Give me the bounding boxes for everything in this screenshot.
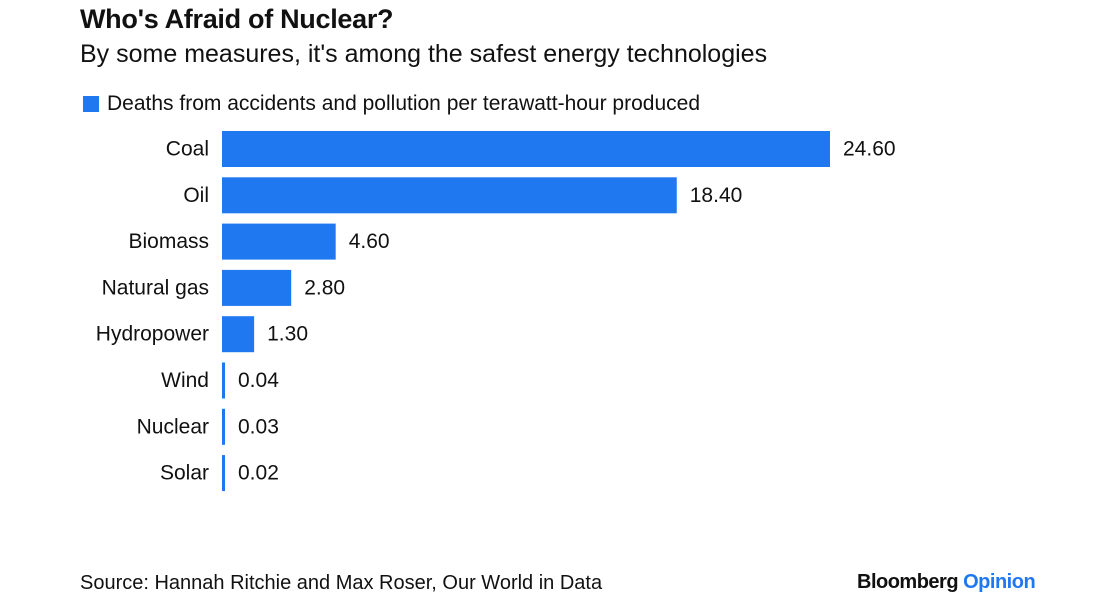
bar-biomass xyxy=(222,223,336,260)
brand-bloomberg: Bloomberg xyxy=(857,571,959,593)
category-label: Hydropower xyxy=(96,323,209,346)
category-label: Wind xyxy=(161,369,209,392)
bar-hydropower xyxy=(222,316,255,353)
legend-label: Deaths from accidents and pollution per … xyxy=(107,92,701,115)
value-label: 0.02 xyxy=(238,462,279,485)
value-label: 2.80 xyxy=(304,276,345,299)
category-label: Coal xyxy=(166,138,209,161)
bar-solar xyxy=(222,455,225,492)
legend-swatch xyxy=(83,96,99,112)
category-label: Oil xyxy=(183,184,209,207)
bar-nuclear xyxy=(222,408,225,445)
brand-logo: Bloomberg Opinion xyxy=(857,571,1036,594)
category-label: Nuclear xyxy=(137,415,209,438)
category-label: Solar xyxy=(160,462,209,485)
value-label: 4.60 xyxy=(349,230,390,253)
bar-natural-gas xyxy=(222,269,292,306)
bar-coal xyxy=(222,131,830,167)
brand-opinion: Opinion xyxy=(963,571,1036,593)
category-label: Biomass xyxy=(128,230,209,253)
value-label: 24.60 xyxy=(843,138,896,161)
chart-subtitle: By some measures, it's among the safest … xyxy=(80,40,768,68)
value-label: 1.30 xyxy=(267,323,308,346)
bar-wind xyxy=(222,362,225,399)
source-note: Source: Hannah Ritchie and Max Roser, Ou… xyxy=(80,572,603,594)
value-label: 18.40 xyxy=(690,184,743,207)
bar-oil xyxy=(222,177,677,214)
legend: Deaths from accidents and pollution per … xyxy=(83,91,700,117)
category-label: Natural gas xyxy=(102,276,209,299)
value-label: 0.04 xyxy=(238,369,279,392)
value-label: 0.03 xyxy=(238,415,279,438)
chart-title: Who's Afraid of Nuclear? xyxy=(80,4,394,34)
